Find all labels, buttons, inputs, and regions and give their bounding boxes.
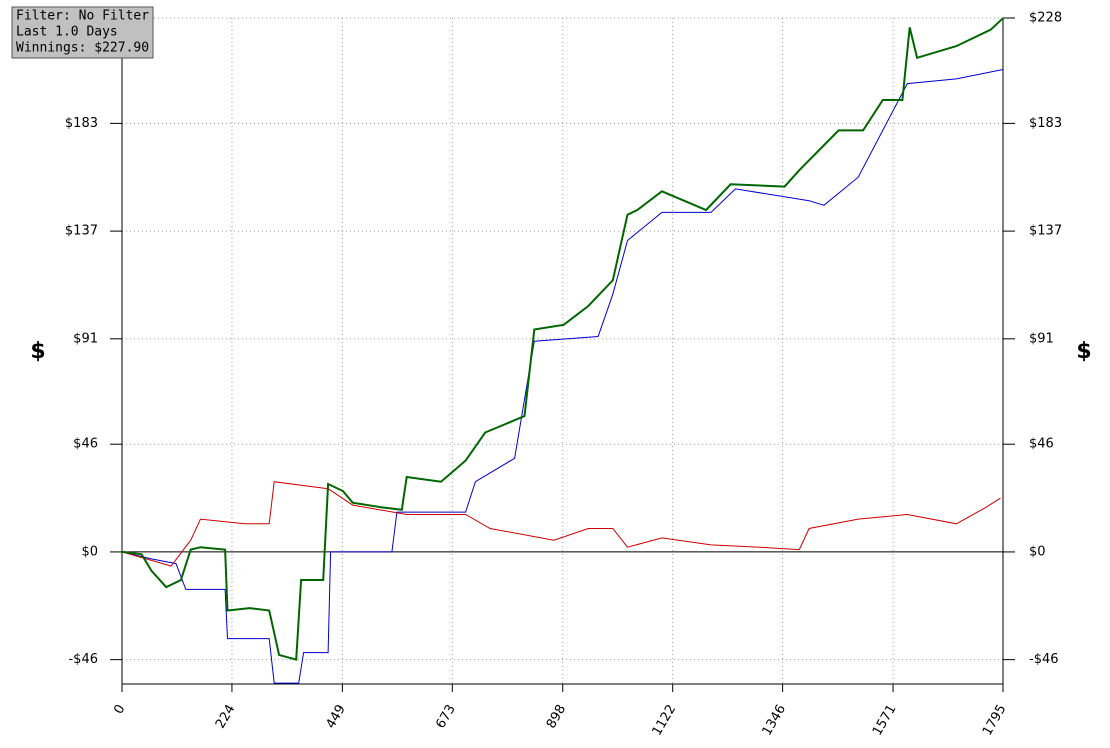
y2-tick-label: $91 — [1029, 331, 1054, 346]
info-line: Winnings: $227.90 — [16, 41, 149, 56]
x-tick-label: 1346 — [760, 702, 790, 738]
y2-tick-label: $0 — [1029, 544, 1046, 559]
series-line — [122, 69, 1004, 684]
x-tick-label: 898 — [544, 702, 569, 731]
y-tick-label: $91 — [73, 331, 98, 346]
y2-tick-label: $228 — [1029, 11, 1062, 26]
x-tick-label: 449 — [323, 702, 348, 731]
y2-axis-label: $ — [1076, 339, 1091, 364]
series-line — [122, 17, 1004, 661]
info-line: Filter: No Filter — [16, 9, 149, 24]
x-tick-label: 224 — [213, 702, 238, 731]
series-line — [122, 481, 1001, 567]
y-tick-label: $46 — [73, 437, 98, 452]
y-tick-label: $183 — [65, 116, 98, 131]
y2-tick-label: $137 — [1029, 224, 1062, 239]
y2-tick-label: $183 — [1029, 116, 1062, 131]
y2-tick-label: -$46 — [1029, 652, 1059, 667]
x-tick-label: 1571 — [870, 702, 900, 738]
x-tick-label: 0 — [111, 702, 128, 717]
y-tick-label: -$46 — [68, 652, 98, 667]
x-tick-label: 1795 — [980, 702, 1010, 738]
y-tick-label: $0 — [81, 544, 98, 559]
y-tick-label: $137 — [65, 224, 98, 239]
x-tick-label: 1122 — [650, 702, 680, 738]
info-line: Last 1.0 Days — [16, 25, 118, 40]
x-tick-label: 673 — [433, 702, 458, 731]
info-box-bg — [11, 6, 154, 59]
y2-tick-label: $46 — [1029, 437, 1054, 452]
y-axis-label: $ — [30, 339, 45, 364]
